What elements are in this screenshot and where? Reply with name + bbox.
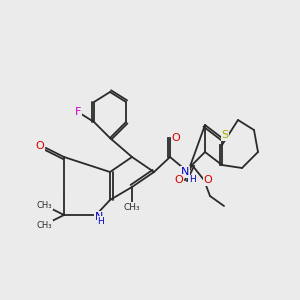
Text: S: S: [221, 130, 229, 140]
Text: O: O: [175, 175, 183, 185]
Text: CH₃: CH₃: [36, 220, 52, 230]
Text: F: F: [75, 107, 81, 117]
Text: O: O: [204, 175, 212, 185]
Text: CH₃: CH₃: [124, 202, 140, 211]
Text: N: N: [95, 212, 103, 222]
Text: O: O: [36, 141, 44, 151]
Text: CH₃: CH₃: [36, 220, 52, 230]
Text: N: N: [181, 167, 189, 177]
Text: H: H: [189, 176, 195, 184]
Text: H: H: [98, 217, 104, 226]
Text: CH₃: CH₃: [36, 200, 52, 209]
Text: O: O: [172, 133, 180, 143]
Text: CH₃: CH₃: [36, 200, 52, 209]
